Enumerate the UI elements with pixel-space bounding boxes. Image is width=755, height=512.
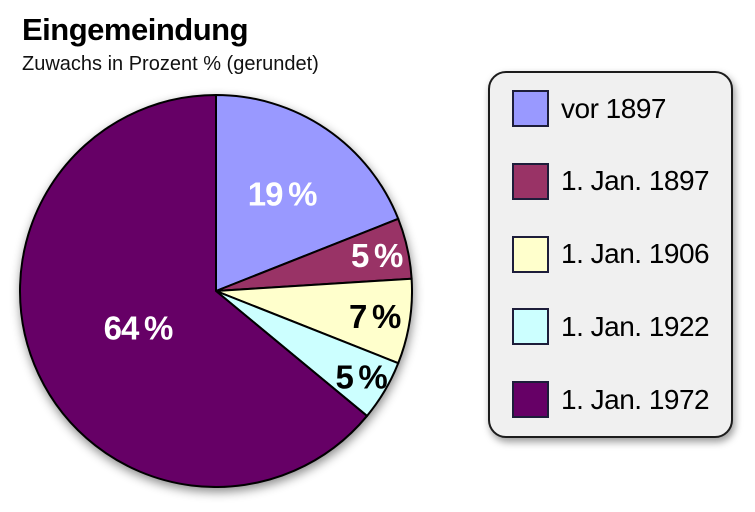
pie-slice-label-1: 5 % [351, 237, 403, 274]
legend-item: 1. Jan. 1897 [512, 162, 711, 200]
legend: vor 1897 1. Jan. 1897 1. Jan. 1906 1. Ja… [488, 71, 733, 438]
pie-slice-4 [19, 94, 369, 488]
chart-header: Eingemeindung Zuwachs in Prozent % (geru… [22, 12, 319, 76]
legend-item: vor 1897 [512, 90, 711, 127]
legend-item-label: 1. Jan. 1897 [561, 165, 710, 197]
legend-item-label: 1. Jan. 1922 [561, 310, 710, 342]
pie-slice-label-2: 7 % [349, 298, 401, 335]
chart-subtitle: Zuwachs in Prozent % (gerundet) [22, 53, 319, 75]
legend-item-label: 1. Jan. 1972 [561, 383, 710, 415]
legend-item: 1. Jan. 1972 [512, 381, 711, 418]
legend-swatch [512, 381, 549, 418]
legend-item: 1. Jan. 1906 [512, 235, 711, 273]
legend-item-label: 1. Jan. 1906 [561, 238, 710, 269]
legend-item: 1. Jan. 1922 [512, 308, 711, 346]
pie-slice-0 [215, 94, 400, 292]
legend-swatch [512, 162, 549, 200]
legend-swatch [512, 308, 549, 346]
chart-title: Eingemeindung [22, 12, 248, 47]
pie-slice-label-4: 64 % [104, 310, 173, 347]
pie-slice-label-3: 5 % [335, 359, 387, 396]
legend-swatch [512, 235, 549, 273]
legend-swatch [512, 90, 549, 127]
legend-item-label: vor 1897 [561, 92, 666, 124]
pie-slice-label-0: 19 % [248, 176, 317, 213]
